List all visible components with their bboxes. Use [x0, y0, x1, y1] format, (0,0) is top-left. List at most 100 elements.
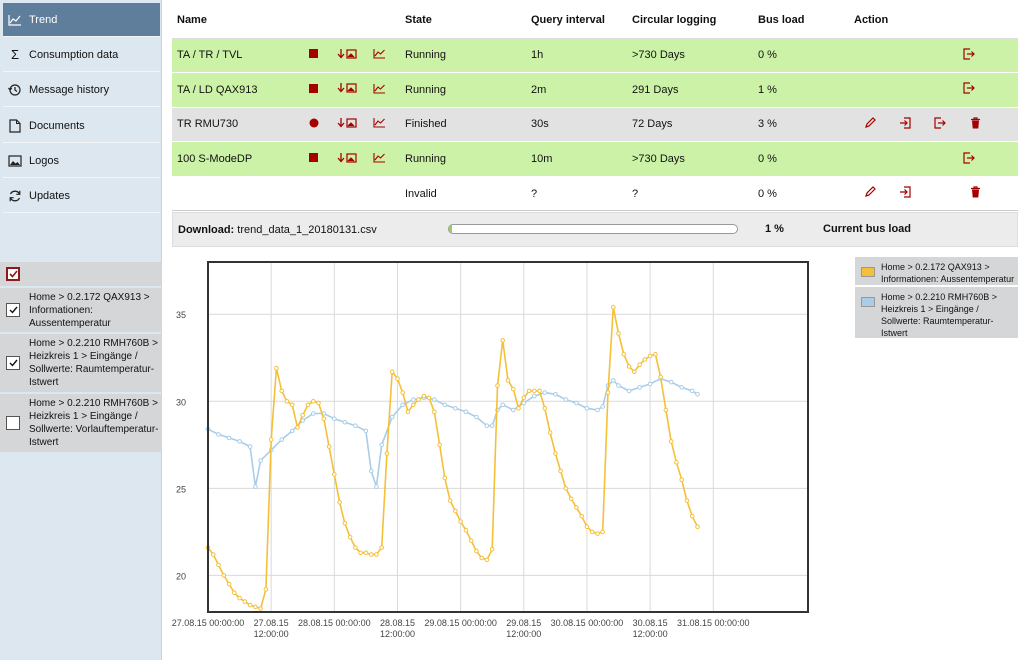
- header-bus-load: Bus load: [753, 3, 849, 39]
- data-point: [505, 378, 511, 383]
- checkmark-icon: [8, 270, 18, 278]
- series-checkbox[interactable]: [6, 356, 20, 370]
- data-point: [668, 379, 674, 385]
- row-logging: 72 Days: [627, 107, 753, 143]
- nav-item-documents[interactable]: Documents: [3, 109, 160, 143]
- data-point: [253, 604, 258, 610]
- data-point: [384, 451, 390, 456]
- export-icon[interactable]: [924, 117, 956, 129]
- data-point: [463, 409, 469, 415]
- download-icon[interactable]: [337, 117, 357, 132]
- data-point: [411, 402, 416, 408]
- series-label: Home > 0.2.210 RMH760B > Heizkreis 1 > E…: [29, 398, 159, 448]
- data-point: [484, 423, 490, 428]
- table-row[interactable]: Invalid ? ? 0 %: [172, 176, 1018, 212]
- data-point: [237, 595, 242, 601]
- data-point: [479, 555, 485, 561]
- data-point: [421, 393, 427, 399]
- export-icon[interactable]: [953, 82, 985, 94]
- nav-label: Logos: [29, 154, 59, 167]
- data-point: [442, 475, 448, 481]
- row-state: Running: [400, 72, 526, 108]
- legend-item-room-temp[interactable]: Home > 0.2.210 RMH760B > Heizkreis 1 > E…: [855, 287, 1018, 338]
- download-icon[interactable]: [337, 82, 357, 97]
- import-icon[interactable]: [889, 186, 921, 198]
- table-row[interactable]: TR RMU730 Finished 30s 72 Days 3 %: [172, 107, 1018, 143]
- chart-icon[interactable]: [373, 83, 386, 97]
- table-row[interactable]: TA / LD QAX913 Running 2m 291 Days 1 %: [172, 72, 1018, 108]
- series-item-room-temp[interactable]: Home > 0.2.210 RMH760B > Heizkreis 1 > E…: [0, 334, 162, 392]
- data-point: [216, 432, 221, 437]
- nav-item-logos[interactable]: Logos: [3, 144, 160, 178]
- chart-icon[interactable]: [373, 48, 386, 62]
- chart-icon[interactable]: [373, 117, 386, 131]
- select-all-checkbox[interactable]: [6, 267, 20, 281]
- series-item-flow-temp[interactable]: Home > 0.2.210 RMH760B > Heizkreis 1 > E…: [0, 394, 162, 452]
- sidebar: Trend Σ Consumption data Message history…: [0, 0, 162, 660]
- data-point: [358, 550, 363, 556]
- record-icon[interactable]: [309, 118, 319, 131]
- series-checkbox[interactable]: [6, 416, 20, 430]
- export-icon[interactable]: [953, 151, 985, 164]
- data-point: [400, 390, 405, 395]
- data-point: [595, 407, 600, 413]
- nav-item-message-history[interactable]: Message history: [3, 73, 160, 107]
- data-point: [247, 602, 253, 608]
- table-row[interactable]: TA / TR / TVL Running 1h >730 Days 0 %: [172, 38, 1018, 74]
- data-point: [584, 406, 590, 411]
- row-logging: ?: [627, 176, 753, 212]
- data-point: [679, 385, 685, 390]
- edit-icon[interactable]: [854, 117, 886, 129]
- data-point: [568, 496, 574, 502]
- data-point: [495, 383, 500, 388]
- data-point: [684, 498, 690, 503]
- x-tick-label: 29.08.15: [506, 618, 541, 628]
- y-tick-label: 25: [176, 484, 186, 494]
- data-point: [368, 552, 374, 557]
- table-row[interactable]: 100 S-ModeDP Running 10m >730 Days 0 %: [172, 141, 1018, 177]
- data-point: [600, 404, 606, 409]
- data-point: [600, 529, 606, 535]
- series-item-outdoor-temp[interactable]: Home > 0.2.172 QAX913 > Informationen: A…: [0, 288, 162, 332]
- data-point: [368, 468, 374, 474]
- row-name: [172, 176, 304, 212]
- trash-icon[interactable]: [959, 186, 991, 198]
- import-icon[interactable]: [889, 117, 921, 129]
- x-tick-label: 27.08.15 00:00:00: [172, 618, 245, 628]
- nav-item-consumption-data[interactable]: Σ Consumption data: [3, 38, 160, 72]
- download-icon[interactable]: [337, 152, 357, 167]
- nav-item-trend[interactable]: Trend: [3, 3, 160, 37]
- row-interval: 2m: [526, 72, 627, 108]
- data-point: [253, 484, 258, 489]
- download-file-link[interactable]: trend_data_1_20180131.csv: [237, 223, 377, 236]
- data-point: [389, 369, 395, 374]
- x-tick-label: 30.08.15 00:00:00: [551, 618, 624, 628]
- download-progress-fill: [449, 225, 452, 233]
- legend-swatch: [861, 297, 875, 307]
- legend-item-outdoor-temp[interactable]: Home > 0.2.172 QAX913 > Informationen: A…: [855, 257, 1018, 285]
- stop-icon[interactable]: [309, 49, 318, 61]
- data-point: [653, 352, 658, 357]
- series-checkbox[interactable]: [6, 303, 20, 317]
- stop-icon[interactable]: [309, 153, 318, 165]
- nav-item-updates[interactable]: Updates: [3, 179, 160, 213]
- x-tick-label: 29.08.15 00:00:00: [424, 618, 497, 628]
- header-state: State: [400, 3, 526, 39]
- data-point: [611, 378, 616, 383]
- legend-label: Home > 0.2.210 RMH760B > Heizkreis 1 > E…: [881, 292, 998, 338]
- data-point: [489, 423, 495, 428]
- data-point: [237, 439, 242, 444]
- data-point: [553, 451, 558, 456]
- checkmark-icon: [9, 359, 18, 367]
- edit-icon[interactable]: [854, 186, 886, 198]
- row-name: 100 S-ModeDP: [172, 141, 304, 177]
- chart-icon[interactable]: [373, 152, 386, 166]
- trash-icon[interactable]: [959, 117, 991, 129]
- stop-icon[interactable]: [309, 83, 318, 96]
- data-point: [311, 399, 316, 404]
- row-bus-load: 1 %: [753, 72, 849, 108]
- export-icon[interactable]: [953, 48, 985, 60]
- legend-swatch: [861, 267, 875, 277]
- download-icon[interactable]: [337, 48, 357, 63]
